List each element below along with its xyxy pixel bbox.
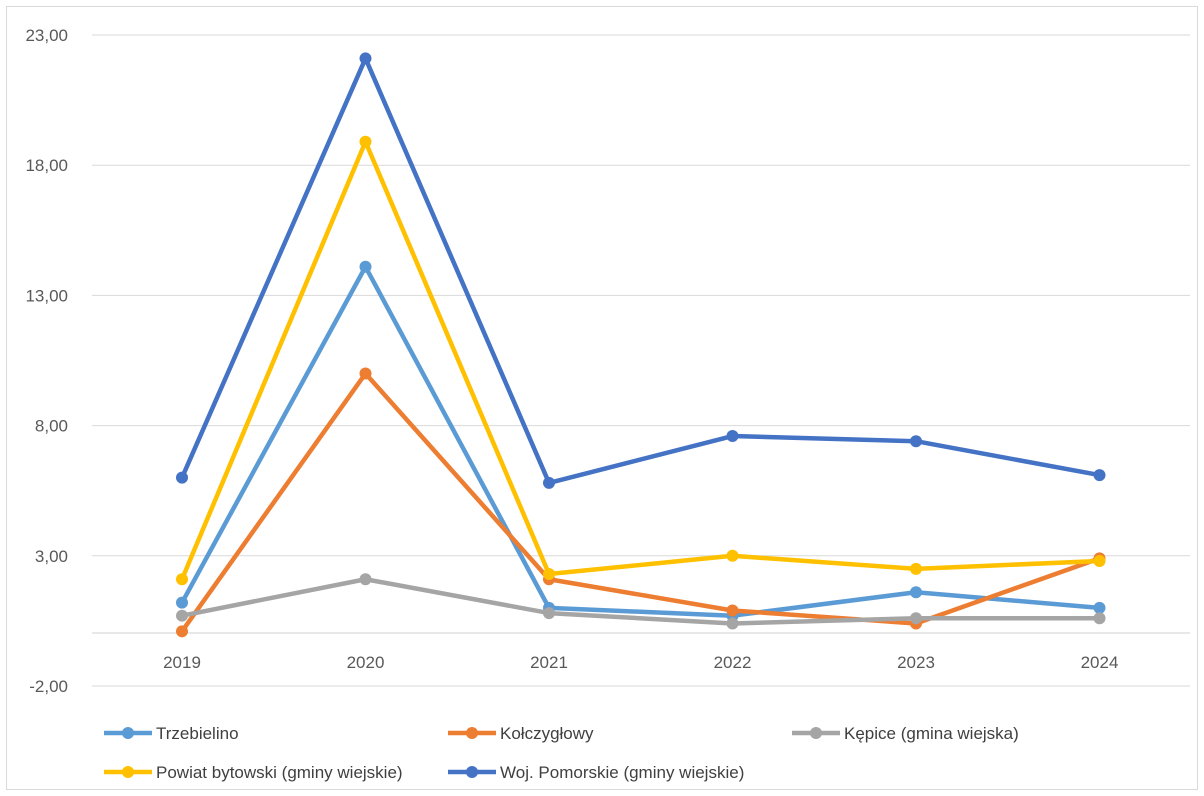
series-3: [176, 135, 1106, 586]
data-point: [176, 596, 188, 609]
legend: Trzebielino Kołczygłowy Kępice (gmina wiej…: [104, 724, 1019, 782]
gridlines: [92, 34, 1190, 687]
series-line: [179, 139, 1102, 582]
y-tick-label: 23,00: [25, 26, 68, 45]
legend-label: Trzebielino: [156, 724, 239, 743]
data-point: [359, 367, 372, 380]
x-tick-label: 2022: [714, 653, 752, 672]
series-4: [176, 52, 1106, 489]
x-tick-label: 2019: [163, 653, 201, 672]
series-line: [179, 264, 1102, 618]
legend-item: Woj. Pomorskie (gminy wiejskie): [448, 763, 744, 782]
x-tick-label: 2021: [530, 653, 568, 672]
axes: 23,00 18,00 13,00 8,00 3,00 -2,00 2019 2020 2021…: [25, 26, 1190, 696]
data-point: [359, 573, 372, 586]
data-point: [910, 612, 922, 625]
y-tick-label: -2,00: [29, 677, 68, 696]
data-point: [543, 476, 555, 489]
legend-item: Powiat bytowski (gminy wiejskie): [104, 763, 403, 782]
series-line: [179, 56, 1102, 486]
data-point: [543, 607, 555, 620]
data-point: [1093, 469, 1106, 482]
series-2: [176, 573, 1106, 630]
data-point: [176, 625, 188, 638]
legend-label: Woj. Pomorskie (gminy wiejskie): [500, 763, 744, 782]
y-tick-label: 3,00: [35, 547, 68, 566]
x-tick-label: 2020: [347, 653, 385, 672]
legend-swatch-marker: [466, 727, 478, 739]
legend-label: Kołczygłowy: [500, 724, 594, 743]
x-tick-label: 2024: [1081, 653, 1119, 672]
chart-area: [6, 6, 1198, 790]
data-point: [726, 617, 739, 630]
legend-label: Kępice (gmina wiejska): [844, 724, 1019, 743]
data-point: [359, 52, 372, 65]
data-point: [726, 604, 739, 617]
data-point: [910, 435, 922, 448]
legend-item: Kępice (gmina wiejska): [792, 724, 1019, 743]
data-point: [726, 549, 739, 562]
data-point: [910, 586, 922, 599]
y-tick-label: 18,00: [25, 156, 68, 175]
data-point: [1093, 601, 1106, 614]
legend-item: Trzebielino: [104, 724, 239, 743]
data-point: [1093, 612, 1106, 625]
data-point: [543, 568, 555, 581]
data-point: [359, 135, 372, 148]
legend-label: Powiat bytowski (gminy wiejskie): [156, 763, 403, 782]
series-line: [179, 576, 1102, 626]
legend-swatch-marker: [466, 766, 478, 778]
data-point: [1093, 555, 1106, 568]
data-point: [176, 609, 188, 622]
series-line: [179, 371, 1102, 634]
data-point: [359, 260, 372, 273]
data-point: [726, 430, 739, 443]
series-lines: [176, 52, 1106, 638]
legend-item: Kołczygłowy: [448, 724, 594, 743]
legend-swatch-marker: [122, 727, 134, 739]
y-tick-label: 13,00: [25, 286, 68, 305]
data-point: [176, 471, 188, 484]
legend-swatch-marker: [122, 766, 134, 778]
x-tick-label: 2023: [897, 653, 935, 672]
legend-swatch-marker: [810, 727, 822, 739]
data-point: [910, 562, 922, 575]
y-tick-label: 8,00: [35, 417, 68, 436]
data-point: [176, 573, 188, 586]
